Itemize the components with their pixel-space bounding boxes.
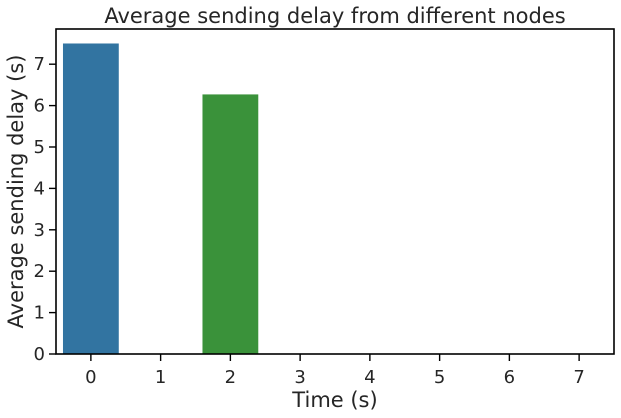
- x-tick-label: 1: [155, 367, 166, 388]
- x-axis-ticks: 0 1 2 3 4 5 6 7: [85, 354, 585, 388]
- x-tick-label: 6: [504, 367, 515, 388]
- x-tick-label: 3: [294, 367, 305, 388]
- y-axis-label: Average sending delay (s): [4, 55, 28, 329]
- x-tick-label: 5: [434, 367, 445, 388]
- bars-group: [62, 43, 259, 355]
- y-tick-label: 3: [34, 220, 45, 241]
- y-tick-label: 1: [34, 303, 45, 324]
- x-tick-label: 2: [225, 367, 236, 388]
- y-tick-label: 4: [34, 178, 45, 199]
- x-tick-label: 7: [573, 367, 584, 388]
- x-axis-label: Time (s): [291, 388, 377, 412]
- y-tick-label: 2: [34, 261, 45, 282]
- x-tick-label: 4: [364, 367, 375, 388]
- plot-frame: [55, 28, 615, 355]
- y-tick-label: 7: [34, 54, 45, 75]
- chart-title: Average sending delay from different nod…: [104, 4, 565, 28]
- y-tick-label: 0: [34, 344, 45, 365]
- bar-2: [202, 94, 259, 355]
- bar-0: [62, 43, 119, 354]
- y-tick-label: 6: [34, 96, 45, 117]
- x-tick-label: 0: [85, 367, 96, 388]
- y-tick-label: 5: [34, 137, 45, 158]
- y-axis-ticks: 0 1 2 3 4 5 6 7: [34, 54, 56, 365]
